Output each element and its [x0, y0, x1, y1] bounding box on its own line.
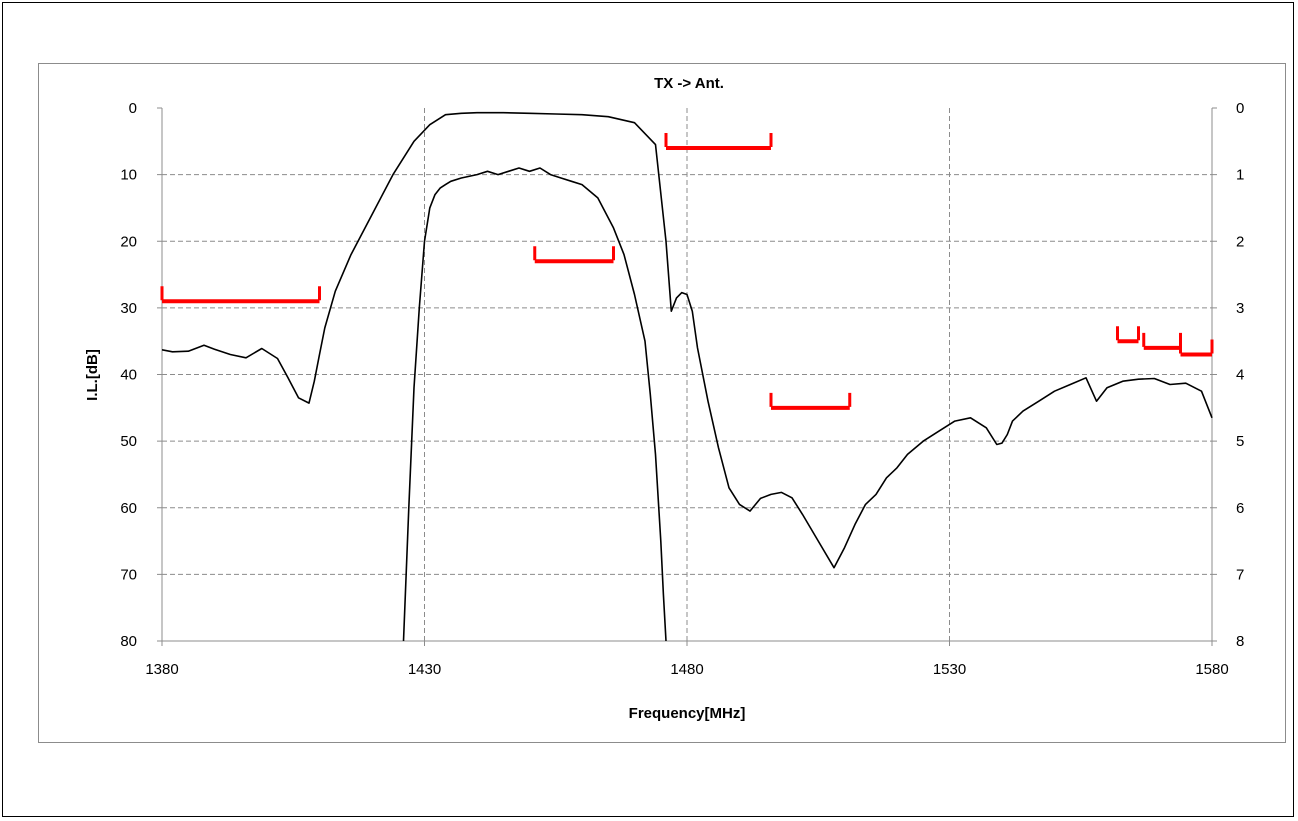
y-right-tick-label: 8 — [1236, 633, 1244, 650]
spec-mask-bracket — [769, 392, 852, 407]
x-tick-label: 1430 — [408, 661, 441, 678]
y-tick-label: 20 — [120, 233, 137, 250]
y-right-tick-label: 3 — [1236, 300, 1244, 317]
y-tick-label: 80 — [120, 633, 137, 650]
y-right-tick-label: 7 — [1236, 566, 1244, 583]
y-tick-label: 70 — [120, 566, 137, 583]
x-tick-label: 1580 — [1195, 661, 1228, 678]
chart-area — [38, 63, 1286, 743]
spec-mask-bracket — [160, 286, 321, 301]
x-tick-label: 1530 — [933, 661, 966, 678]
spec-mask-bracket — [1142, 332, 1182, 347]
y-right-tick-label: 5 — [1236, 433, 1244, 450]
y-tick-label: 60 — [120, 500, 137, 517]
spec-mask-bracket — [664, 132, 773, 147]
grid-layer — [162, 108, 1212, 641]
y-right-tick-label: 6 — [1236, 500, 1244, 517]
spec-mask-bracket — [533, 246, 615, 261]
x-axis-title: Frequency[MHz] — [629, 705, 746, 722]
x-tick-label: 1380 — [145, 661, 178, 678]
y-tick-label: 30 — [120, 300, 137, 317]
spec-mask-bracket — [1116, 326, 1140, 341]
y-tick-label: 10 — [120, 167, 137, 184]
tick-label-layer: 0 10 20 30 40 50 60 70 80 0 1 2 3 4 5 6 7 8 1380 1430 1480 15… — [120, 100, 1244, 678]
y-axis-title: I.L.[dB] — [84, 349, 101, 401]
chart-title: TX -> Ant. — [654, 75, 724, 92]
y-tick-label: 0 — [129, 100, 137, 117]
x-tick-label: 1480 — [670, 661, 703, 678]
spec-mask-layer — [160, 132, 1214, 410]
y-tick-label: 50 — [120, 433, 137, 450]
y-right-tick-label: 0 — [1236, 100, 1244, 117]
series-layer — [162, 111, 1213, 641]
y-right-tick-label: 4 — [1236, 367, 1244, 384]
y-tick-label: 40 — [120, 367, 137, 384]
wideband-series-line — [162, 111, 1213, 569]
y-right-tick-label: 2 — [1236, 233, 1244, 250]
spec-mask-bracket — [1179, 339, 1214, 354]
y-right-tick-label: 1 — [1236, 167, 1244, 184]
axes-layer — [157, 107, 1217, 646]
passband-series-line — [402, 167, 667, 641]
